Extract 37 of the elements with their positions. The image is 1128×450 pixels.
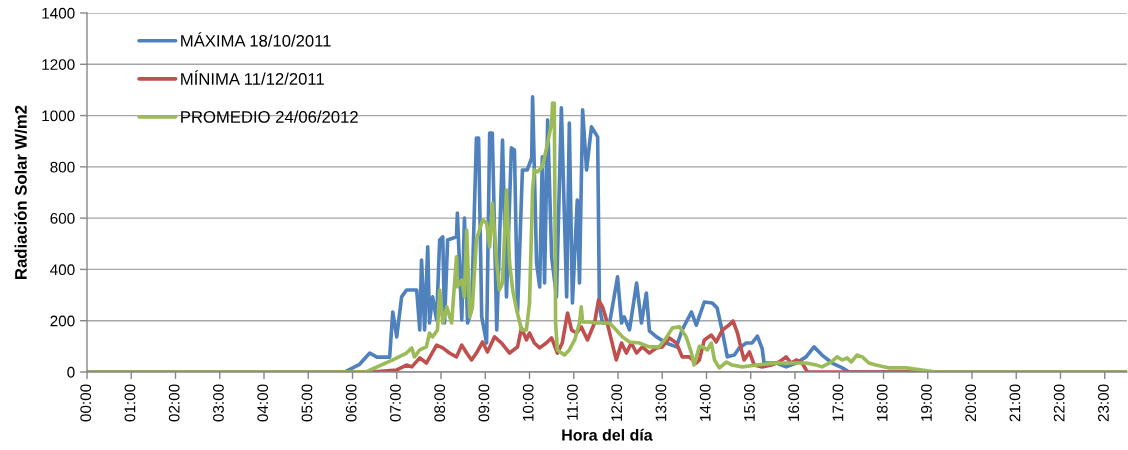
x-tick-label: 23:00: [1098, 384, 1109, 422]
x-tick-label: 02:00: [168, 384, 180, 422]
x-tick-label: 18:00: [876, 384, 888, 421]
x-tick-label: 04:00: [257, 384, 269, 422]
x-tick-label: 03:00: [213, 384, 224, 422]
x-tick-label: 11:00: [567, 384, 578, 420]
y-axis-title: Radiación Solar W/m2: [14, 105, 27, 279]
legend-label: MÁXIMA 18/10/2011: [181, 32, 331, 47]
x-tick-label: 05:00: [301, 384, 313, 422]
x-tick-label: 17:00: [832, 384, 844, 421]
y-tick-label: 200: [50, 315, 75, 327]
x-tick-label: 10:00: [522, 384, 534, 421]
x-tick-label: 22:00: [1053, 384, 1065, 422]
y-tick-label: 800: [50, 161, 75, 173]
x-tick-label: 00:00: [80, 384, 92, 422]
x-tick-label: 21:00: [1009, 384, 1021, 422]
legend-label: PROMEDIO 24/06/2012: [181, 110, 358, 123]
x-tick-label: 20:00: [965, 384, 977, 422]
x-tick-label: 01:00: [124, 384, 136, 422]
x-tick-label: 19:00: [921, 384, 932, 421]
x-tick-label: 08:00: [434, 384, 446, 422]
x-tick-label: 14:00: [699, 384, 711, 421]
x-tick-label: 13:00: [655, 384, 667, 421]
y-tick-label: 0: [67, 366, 75, 378]
x-axis-title: Hora del día: [562, 428, 653, 441]
x-tick-label: 09:00: [478, 384, 490, 422]
x-tick-label: 07:00: [390, 384, 401, 422]
x-tick-label: 12:00: [611, 384, 623, 421]
y-tick-label: 1200: [42, 59, 75, 70]
y-tick-label: 1000: [42, 110, 75, 122]
x-tick-label: 16:00: [788, 384, 800, 421]
y-tick-label: 600: [50, 213, 75, 224]
legend-label: MÍNIMA 11/12/2011: [181, 70, 324, 85]
y-tick-label: 400: [50, 264, 75, 276]
y-tick-label: 1400: [42, 7, 75, 19]
x-tick-label: 06:00: [345, 384, 357, 422]
x-tick-label: 15:00: [744, 384, 755, 421]
